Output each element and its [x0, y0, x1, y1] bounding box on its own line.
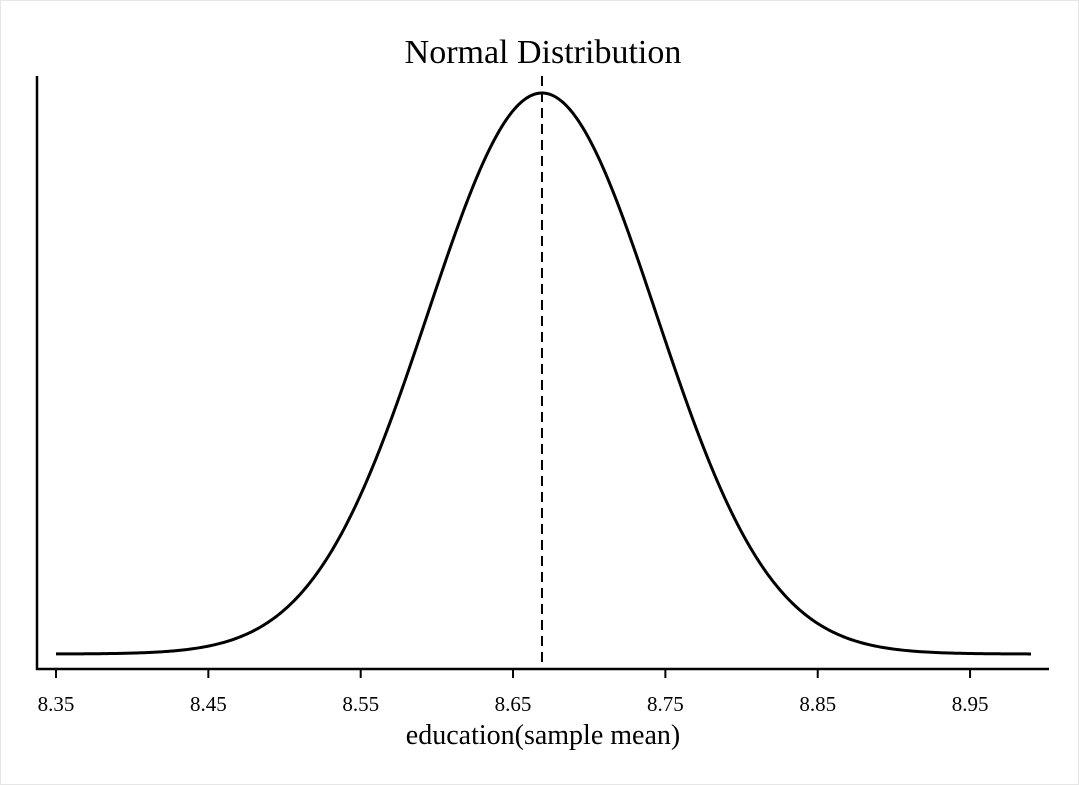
x-tick-label: 8.45	[190, 692, 227, 716]
x-axis-ticks	[55, 669, 972, 678]
x-axis-label: education(sample mean)	[406, 720, 680, 751]
chart-title: Normal Distribution	[405, 34, 682, 71]
x-tick-label: 8.35	[38, 692, 75, 716]
x-axis-tick-labels: 8.35 8.45 8.55 8.65 8.75 8.85 8.95	[38, 692, 989, 716]
x-tick-label: 8.65	[495, 692, 532, 716]
density-curve	[56, 91, 1031, 656]
x-tick-label: 8.85	[799, 692, 836, 716]
x-tick-label: 8.55	[342, 692, 379, 716]
x-tick-label: 8.75	[647, 692, 684, 716]
x-tick-label: 8.95	[952, 692, 989, 716]
